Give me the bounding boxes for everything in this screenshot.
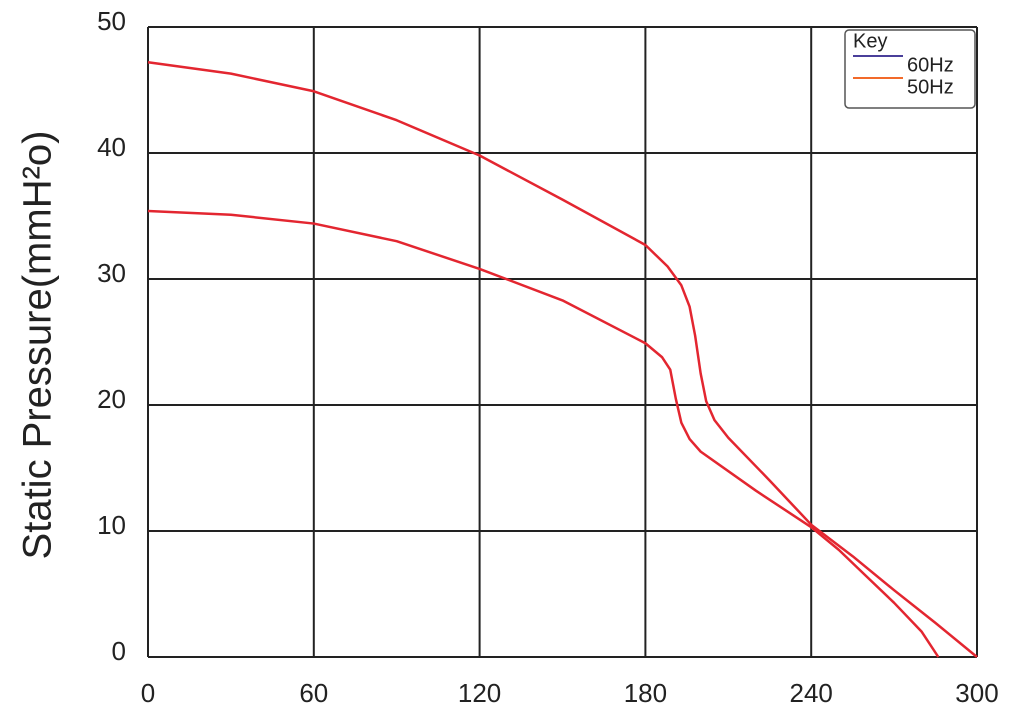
legend-label: 60Hz xyxy=(907,54,954,76)
legend-title: Key xyxy=(853,30,887,52)
x-tick-label: 240 xyxy=(790,678,833,708)
x-tick-label: 300 xyxy=(955,678,998,708)
y-tick-label: 20 xyxy=(97,384,126,414)
x-tick-label: 180 xyxy=(624,678,667,708)
line-series xyxy=(147,209,940,658)
x-tick-label: 0 xyxy=(141,678,155,708)
x-tick-label: 120 xyxy=(458,678,501,708)
y-tick-label: 0 xyxy=(112,636,126,666)
y-axis-label: Static Pressure(mmH²o) xyxy=(16,131,60,560)
x-tick-label: 60 xyxy=(299,678,328,708)
y-tick-label: 10 xyxy=(97,510,126,540)
y-tick-label: 40 xyxy=(97,132,126,162)
y-tick-label: 30 xyxy=(97,258,126,288)
legend-label: 50Hz xyxy=(907,76,954,98)
legend-box xyxy=(844,29,976,109)
line-series xyxy=(147,61,978,658)
y-tick-label: 50 xyxy=(97,6,126,36)
